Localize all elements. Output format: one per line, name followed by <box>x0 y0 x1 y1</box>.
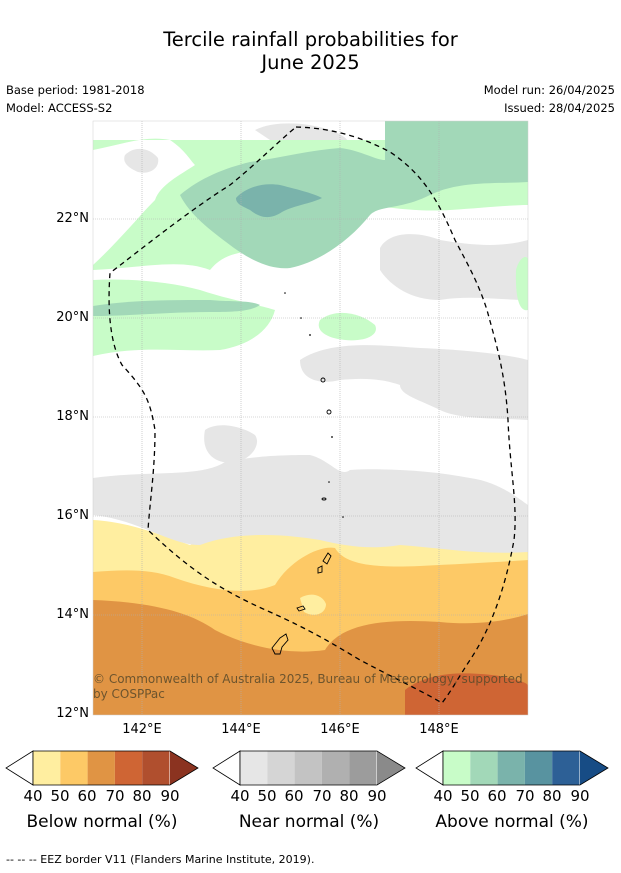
copyright-notice: © Commonwealth of Australia 2025, Bureau… <box>93 672 523 701</box>
lon-label-144e: 144°E <box>221 722 261 737</box>
map-frame <box>92 120 529 716</box>
legend-tick: 60 <box>487 787 507 805</box>
near-normal-patch-east <box>380 234 528 300</box>
islet-2 <box>326 409 332 415</box>
legend-tick: 90 <box>367 787 387 805</box>
legend-tick: 50 <box>50 787 70 805</box>
near-normal-patch-west <box>204 425 258 463</box>
near-normal-patch-small <box>124 148 159 173</box>
model-name: Model: ACCESS-S2 <box>6 101 113 115</box>
legend-above-normal <box>415 750 609 786</box>
legend-tick: 40 <box>230 787 250 805</box>
eez-footnote: -- -- -- EEZ border V11 (Flanders Marine… <box>6 853 315 866</box>
islet-dots <box>284 292 344 518</box>
near-normal-band-middle <box>300 345 528 420</box>
lat-label-14n: 14°N <box>56 607 89 622</box>
map-area <box>93 121 528 715</box>
islet-1 <box>320 377 326 383</box>
legend-tick: 70 <box>105 787 125 805</box>
near-normal-band-south <box>93 455 528 553</box>
legend-near-normal <box>212 750 406 786</box>
lat-label-22n: 22°N <box>56 211 89 226</box>
map-title: Tercile rainfall probabilities for June … <box>0 28 621 74</box>
above-normal-60-region <box>236 184 322 218</box>
title-line-1: Tercile rainfall probabilities for <box>163 28 458 51</box>
above-normal-40-patch <box>318 312 376 341</box>
above-normal-50-band <box>93 300 260 316</box>
meta-left: Base period: 1981-2018 Model: ACCESS-S2 <box>6 81 145 117</box>
islands <box>271 377 332 655</box>
legend-tick: 40 <box>433 787 453 805</box>
lon-label-148e: 148°E <box>419 722 459 737</box>
model-run: Model run: 26/04/2025 <box>483 83 615 97</box>
above-normal-50-region <box>180 121 528 269</box>
legend-tick: 70 <box>515 787 535 805</box>
legend-title-near: Near normal (%) <box>238 812 380 832</box>
legend-tick: 60 <box>77 787 97 805</box>
lon-label-142e: 142°E <box>122 722 162 737</box>
legend-tick: 50 <box>460 787 480 805</box>
rota-island <box>296 605 306 612</box>
legend-tick: 70 <box>312 787 332 805</box>
legend-title-below: Below normal (%) <box>26 812 178 832</box>
lat-label-12n: 12°N <box>56 706 89 721</box>
legend-tick: 60 <box>284 787 304 805</box>
lat-label-16n: 16°N <box>56 508 89 523</box>
guam-island <box>271 633 289 655</box>
base-period: Base period: 1981-2018 <box>6 83 145 97</box>
meta-right: Model run: 26/04/2025 Issued: 28/04/2025 <box>484 81 615 117</box>
above-normal-40-east <box>515 257 528 311</box>
legend-title-above: Above normal (%) <box>435 812 589 832</box>
grid-lines <box>93 121 528 715</box>
saipan-island <box>322 552 332 565</box>
legend-tick: 90 <box>160 787 180 805</box>
title-line-2: June 2025 <box>261 51 360 74</box>
legend-tick: 80 <box>132 787 152 805</box>
lon-label-146e: 146°E <box>320 722 360 737</box>
legend-tick: 90 <box>570 787 590 805</box>
lat-label-20n: 20°N <box>56 310 89 325</box>
lat-label-18n: 18°N <box>56 409 89 424</box>
legend-tick: 50 <box>257 787 277 805</box>
below-normal-70-region <box>405 673 528 715</box>
legend-tick: 80 <box>542 787 562 805</box>
legend-tick: 80 <box>339 787 359 805</box>
issued-date: Issued: 28/04/2025 <box>504 101 615 115</box>
tinian-island <box>317 565 323 574</box>
legend-below-normal <box>5 750 199 786</box>
islet-3 <box>321 497 327 501</box>
legend-tick: 40 <box>23 787 43 805</box>
below-normal-40-inner <box>300 594 326 615</box>
